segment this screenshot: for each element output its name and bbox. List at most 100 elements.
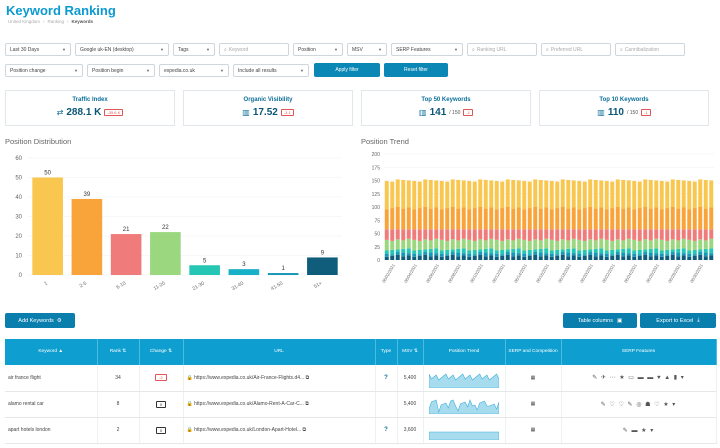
external-link-icon[interactable]: ⧉ xyxy=(305,374,310,381)
stacked-bar-segment xyxy=(538,229,543,241)
serp-competition-cell[interactable]: ▦ xyxy=(505,365,562,392)
y-tick-label: 20 xyxy=(15,234,22,240)
type-cell[interactable]: ? xyxy=(375,365,398,392)
stacked-bar-segment xyxy=(428,208,433,230)
stacked-bar-segment xyxy=(390,208,395,230)
stacked-bar-segment xyxy=(648,252,653,257)
stacked-bar-segment xyxy=(450,239,455,250)
rank-cell: 8 xyxy=(97,391,140,418)
stacked-bar-segment xyxy=(593,256,598,260)
position-select[interactable]: Position ▼ xyxy=(293,43,343,56)
external-link-icon[interactable]: ⧉ xyxy=(305,401,309,407)
cannibalization-input[interactable]: ⌕ Cannibalization xyxy=(615,43,685,56)
sparkline xyxy=(429,399,499,414)
stacked-bar-segment xyxy=(533,207,538,230)
stacked-bar-segment xyxy=(401,248,406,253)
stacked-bar-segment xyxy=(681,255,686,260)
chevron-down-icon: ▼ xyxy=(74,68,78,73)
stacked-bar-segment xyxy=(659,250,664,254)
stacked-bar-segment xyxy=(544,238,549,249)
stacked-bar-segment xyxy=(434,255,439,260)
position-change-select[interactable]: Position change ▼ xyxy=(5,64,83,77)
stacked-bar-segment xyxy=(428,256,433,260)
type-cell[interactable]: ? xyxy=(375,417,398,444)
stacked-bar-segment xyxy=(555,255,560,260)
results-select[interactable]: Include all results ▼ xyxy=(233,64,309,77)
stacked-bar-segment xyxy=(659,209,664,230)
column-header-rank[interactable]: Rank ⇅ xyxy=(97,339,140,365)
external-link-icon[interactable]: ⧉ xyxy=(302,427,307,433)
stacked-bar-segment xyxy=(505,239,510,250)
column-header-type[interactable]: Type xyxy=(375,339,398,365)
table-row[interactable]: air france flight 34 -2 🔒 https://www.ex… xyxy=(5,365,717,392)
stacked-bar-segment xyxy=(439,209,444,230)
stacked-bar-segment xyxy=(637,254,642,256)
date-range-select[interactable]: Last 30 Days ▼ xyxy=(5,43,71,56)
serp-competition-cell[interactable]: ▦ xyxy=(505,391,562,418)
stacked-bar-segment xyxy=(659,181,664,210)
stacked-bar-segment xyxy=(445,208,450,230)
table-row[interactable]: alamo rental car 8 0 🔒 https://www.exped… xyxy=(5,391,717,418)
stacked-bar-segment xyxy=(615,239,620,250)
url-cell[interactable]: 🔒 https://www.expedia.co.uk/London-Apart… xyxy=(183,417,376,444)
stacked-bar-segment xyxy=(505,252,510,255)
stacked-bar-segment xyxy=(478,254,483,260)
stacked-bar-segment xyxy=(478,249,483,253)
stacked-bar-segment xyxy=(648,240,653,249)
stacked-bar-segment xyxy=(390,254,395,256)
export-excel-button[interactable]: Export to Excel ⤓ xyxy=(640,313,716,328)
apply-filter-button[interactable]: Apply filter xyxy=(314,63,380,77)
stacked-bar-segment xyxy=(489,180,494,208)
stacked-bar-segment xyxy=(461,238,466,249)
y-tick-label: 100 xyxy=(372,205,381,211)
gear-icon: ⚙ xyxy=(56,317,62,324)
domain-select[interactable]: expedia.co.uk ▼ xyxy=(159,64,229,77)
stacked-bar-segment xyxy=(478,229,483,240)
reset-filter-button[interactable]: Reset filter xyxy=(384,63,448,77)
stacked-bar-segment xyxy=(467,239,472,251)
ranking-url-input[interactable]: ⌕ Ranking URL xyxy=(467,43,537,56)
stacked-bar-segment xyxy=(637,240,642,250)
stacked-bar-segment xyxy=(428,229,433,241)
stacked-bar-segment xyxy=(703,229,708,241)
type-cell[interactable] xyxy=(375,391,398,418)
serp-competition-cell[interactable]: ▦ xyxy=(505,417,562,444)
add-keywords-button[interactable]: Add Keywords ⚙ xyxy=(5,313,75,328)
table-columns-button[interactable]: Table columns ▣ xyxy=(563,313,637,328)
keyword-search-input[interactable]: ⌕ Keyword xyxy=(219,43,289,56)
url-cell[interactable]: 🔒 https://www.expedia.co.uk/Alamo-Rent-A… xyxy=(183,391,376,418)
keyword-cell[interactable]: apart hotels london xyxy=(5,417,98,444)
msv-select[interactable]: MSV ▼ xyxy=(347,43,387,56)
position-begin-select[interactable]: Position begin ▼ xyxy=(87,64,155,77)
table-row[interactable]: apart hotels london 2 0 🔒 https://www.ex… xyxy=(5,417,717,444)
stacked-bar-segment xyxy=(560,254,565,260)
tags-select[interactable]: Tags ▼ xyxy=(173,43,215,56)
column-header-msv[interactable]: MSV ⇅ xyxy=(397,339,424,365)
stacked-bar-segment xyxy=(632,253,637,257)
column-header-change[interactable]: Change ⇅ xyxy=(139,339,184,365)
keyword-cell[interactable]: alamo rental car xyxy=(5,391,98,418)
breadcrumb-separator: › xyxy=(67,19,69,24)
stacked-bar-segment xyxy=(395,252,400,255)
stacked-bar-segment xyxy=(692,254,697,256)
stacked-bar-segment xyxy=(571,238,576,249)
column-header-keyword[interactable]: Keyword ▲ xyxy=(5,339,98,365)
breadcrumb-item[interactable]: Ranking xyxy=(47,19,65,24)
page-title: Keyword Ranking xyxy=(6,3,116,18)
stacked-bar-segment xyxy=(472,229,477,241)
x-tick-label: 06/14/2021 xyxy=(513,262,528,283)
stacked-bar-segment xyxy=(703,240,708,249)
serp-features-select[interactable]: SERP Features ▼ xyxy=(391,43,463,56)
stacked-bar-segment xyxy=(390,240,395,250)
stacked-bar-segment xyxy=(687,256,692,260)
breadcrumb-item[interactable]: United Kingdom xyxy=(8,19,41,24)
sort-icon: ⇅ xyxy=(122,349,127,354)
search-engine-select[interactable]: Google uk-EN (desktop) ▼ xyxy=(75,43,169,56)
stacked-bar-segment xyxy=(406,238,411,249)
column-header-url[interactable]: URL xyxy=(183,339,376,365)
url-cell[interactable]: 🔒 https://www.expedia.co.uk/Air-France-F… xyxy=(183,365,376,392)
stacked-bar-segment xyxy=(522,229,527,240)
preferred-url-input[interactable]: ⌕ Preferred URL xyxy=(541,43,611,56)
keyword-cell[interactable]: air france flight xyxy=(5,365,98,392)
stacked-bar-segment xyxy=(610,254,615,256)
